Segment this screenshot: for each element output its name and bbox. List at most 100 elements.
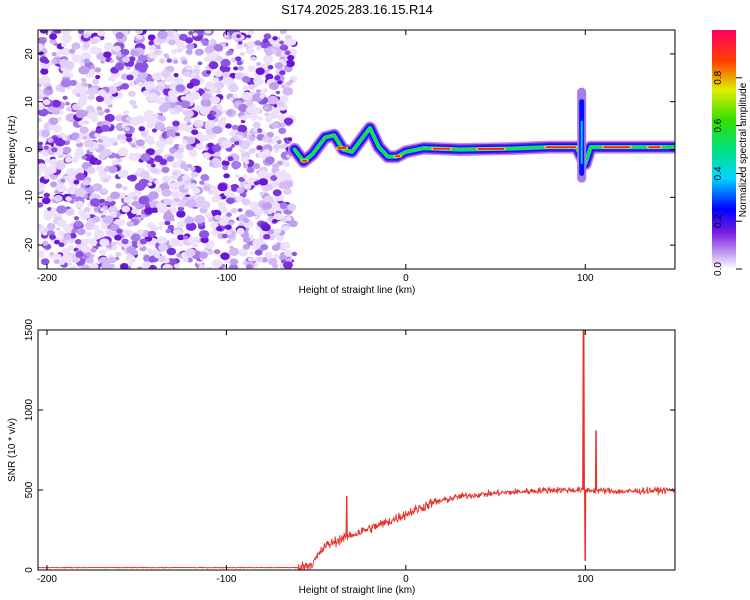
noise-blob <box>236 60 243 66</box>
noise-blob <box>199 180 205 185</box>
noise-blob <box>104 98 113 106</box>
noise-blob <box>84 206 91 213</box>
noise-blob <box>74 188 86 197</box>
noise-blob <box>185 37 194 44</box>
noise-blob <box>47 137 54 143</box>
noise-blob <box>150 168 158 174</box>
noise-blob <box>140 214 146 219</box>
noise-blob <box>165 228 171 234</box>
noise-blob <box>229 193 236 198</box>
noise-blob <box>38 184 45 192</box>
noise-blob <box>280 241 291 250</box>
snr-ylabel: SNR (10 * v/v) <box>7 418 18 482</box>
noise-blob <box>185 248 196 257</box>
noise-blob <box>83 58 90 64</box>
noise-blob <box>226 212 232 217</box>
noise-blob <box>39 56 48 63</box>
noise-blob <box>55 227 61 231</box>
noise-blob <box>236 34 241 38</box>
noise-blob <box>281 84 286 89</box>
noise-blob <box>188 236 194 241</box>
noise-blob <box>137 266 143 269</box>
noise-blob <box>144 81 155 90</box>
noise-blob <box>89 262 99 269</box>
noise-blob <box>136 139 145 147</box>
noise-blob <box>95 128 103 134</box>
noise-blob <box>131 144 136 148</box>
noise-blob <box>255 67 265 75</box>
noise-blob <box>291 251 298 257</box>
noise-blob <box>173 229 183 237</box>
noise-blob <box>200 38 206 44</box>
y-tick-label: -20 <box>24 237 35 252</box>
noise-blob <box>171 161 177 167</box>
noise-blob <box>92 183 103 192</box>
noise-blob <box>254 40 262 46</box>
noise-blob <box>274 62 284 70</box>
noise-blob <box>178 33 188 42</box>
noise-blob <box>186 43 195 50</box>
noise-blob <box>224 224 232 230</box>
noise-blob <box>89 147 95 153</box>
noise-blob <box>61 34 72 43</box>
noise-blob <box>164 84 170 89</box>
noise-blob <box>89 46 100 55</box>
noise-blob <box>41 197 51 205</box>
noise-blob <box>260 244 269 251</box>
noise-blob <box>147 182 153 187</box>
noise-blob <box>128 81 135 87</box>
noise-blob <box>233 66 239 71</box>
noise-blob <box>234 72 245 80</box>
noise-blob <box>285 59 295 68</box>
noise-blob <box>156 148 164 154</box>
noise-blob <box>231 124 239 130</box>
x-tick-label: -100 <box>216 574 236 585</box>
noise-blob <box>213 191 219 196</box>
noise-blob <box>96 106 103 111</box>
noise-blob <box>55 183 67 193</box>
noise-blob <box>38 202 44 208</box>
noise-blob <box>238 147 246 154</box>
noise-blob <box>78 65 90 75</box>
noise-blob <box>136 34 143 40</box>
noise-blob <box>225 123 232 129</box>
noise-blob <box>231 160 242 169</box>
noise-blob <box>226 49 234 56</box>
noise-blob <box>144 207 154 215</box>
noise-blob <box>281 225 290 232</box>
noise-blob <box>82 42 91 49</box>
noise-blob <box>276 235 284 242</box>
noise-blob <box>171 190 181 199</box>
noise-blob <box>247 65 256 72</box>
noise-blob <box>241 76 251 83</box>
noise-blob <box>49 33 58 40</box>
noise-blob <box>239 52 245 56</box>
noise-blob <box>123 110 130 116</box>
noise-blob <box>288 39 297 46</box>
noise-blob <box>64 234 72 240</box>
noise-blob <box>71 54 83 63</box>
noise-blob <box>183 235 188 240</box>
noise-blob <box>206 70 211 74</box>
noise-blob <box>60 78 72 88</box>
noise-blob <box>81 264 90 269</box>
colorbar-tick-label: 0.4 <box>713 166 724 180</box>
noise-blob <box>114 62 125 71</box>
noise-blob <box>237 41 243 45</box>
noise-blob <box>65 175 72 181</box>
noise-blob <box>225 197 235 205</box>
noise-blob <box>246 166 255 174</box>
noise-blob <box>48 124 55 130</box>
noise-blob <box>263 148 270 155</box>
noise-blob <box>38 117 43 123</box>
noise-blob <box>157 30 168 40</box>
x-tick-label: 100 <box>577 273 594 284</box>
noise-blob <box>263 195 275 204</box>
noise-blob <box>126 246 136 254</box>
noise-blob <box>164 220 171 226</box>
noise-blob <box>75 138 82 144</box>
noise-blob <box>230 207 238 214</box>
noise-blob <box>202 152 211 159</box>
noise-blob <box>116 134 126 141</box>
